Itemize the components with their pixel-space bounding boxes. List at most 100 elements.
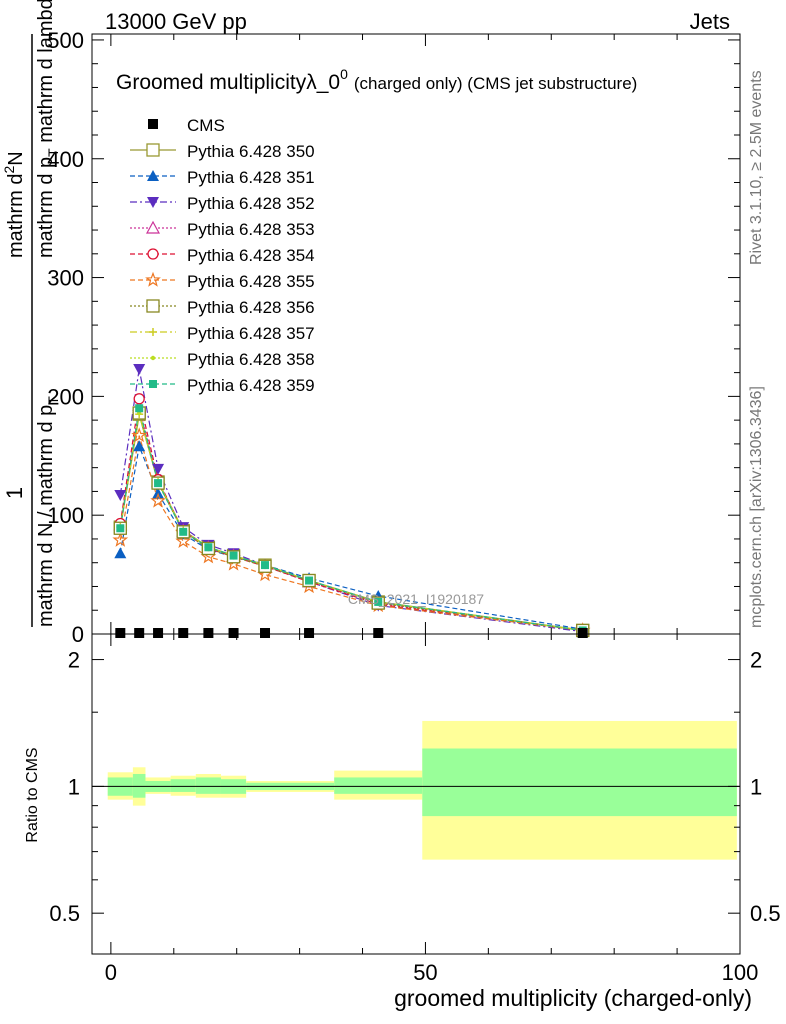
series-line-10 [119, 408, 583, 631]
x-tick-label: 100 [722, 960, 759, 985]
y-label-denominator: mathrm d N / mathrm d pT [35, 396, 61, 627]
legend-label: Pythia 6.428 357 [187, 324, 315, 343]
legend-item-10: Pythia 6.428 359 [130, 376, 315, 395]
legend-label: Pythia 6.428 351 [187, 168, 315, 187]
legend-label: Pythia 6.428 358 [187, 350, 315, 369]
x-tick-label: 50 [413, 960, 437, 985]
main-y-axis-ticks: 0 100 200 300 400 500 [47, 28, 740, 647]
legend-marker [145, 271, 161, 287]
series-3-point [152, 463, 165, 475]
legend-item-9: Pythia 6.428 358 [130, 350, 315, 369]
legend-label: Pythia 6.428 355 [187, 272, 315, 291]
series-6-point [131, 427, 148, 443]
legend-marker [149, 380, 157, 388]
legend-label: Pythia 6.428 356 [187, 298, 315, 317]
main-series-lines [119, 368, 583, 633]
series-line-3 [119, 368, 583, 633]
series-2-point [133, 440, 146, 452]
series-6-point [150, 492, 166, 508]
rivet-side-label: Rivet 3.1.10, ≥ 2.5M events [748, 70, 765, 265]
legend-label: Pythia 6.428 352 [187, 194, 315, 213]
y-label-bottom-rest: mathrm d lambda [35, 0, 57, 148]
y-label-right-sup: 2 [1, 166, 17, 174]
series-10-point [261, 561, 270, 570]
y-label-bottom-sub: T [45, 148, 61, 157]
ratio-y-tick-label-left: 2 [68, 648, 80, 673]
legend-marker [147, 248, 159, 260]
cms-point [203, 628, 214, 638]
y-label-right-text: mathrm d [5, 174, 27, 258]
ratio-uncertainty-bands [107, 720, 737, 860]
legend: CMS Pythia 6.428 350 Pythia 6.428 351 Pythi… [130, 116, 315, 395]
ratio-inner-band [195, 777, 221, 794]
series-10-point [135, 404, 144, 413]
ratio-panel: 0.5 0.5 1 1 2 2 0 50 100 [49, 633, 781, 985]
y-label-denominator-text: mathrm d N / mathrm d p [35, 405, 57, 627]
series-10-point [116, 524, 125, 533]
series-6-point [175, 533, 192, 549]
chart-title-suffix: (charged only) (CMS jet substructure) [354, 74, 637, 93]
legend-cms-label: CMS [187, 116, 225, 135]
chart-title-superscript: 0 [340, 66, 348, 82]
legend-item-1: Pythia 6.428 350 [130, 142, 315, 161]
legend-item-6: Pythia 6.428 355 [130, 271, 315, 291]
ratio-y-tick-label-right: 1 [750, 774, 762, 799]
series-2-point [114, 547, 127, 559]
ratio-axis-ticks: 0.5 0.5 1 1 2 2 0 50 100 [49, 634, 781, 985]
cms-point [153, 628, 164, 638]
legend-marker [147, 197, 159, 208]
series-10-point [179, 527, 188, 536]
legend-marker [150, 355, 156, 361]
y-tick-label: 100 [47, 503, 84, 528]
legend-item-2: Pythia 6.428 351 [130, 168, 315, 187]
series-10-point [204, 543, 213, 552]
legend-label: Pythia 6.428 354 [187, 246, 315, 265]
y-label-bottom-text: mathrm d p [35, 157, 57, 258]
ratio-y-tick-label-left: 0.5 [49, 901, 80, 926]
main-y-axis-label: 1 mathrm d N / mathrm d pT mathrm d2N ma… [1, 0, 61, 627]
cms-point [115, 628, 126, 638]
ratio-y-tick-label-left: 1 [68, 774, 80, 799]
legend-item-4: Pythia 6.428 353 [130, 220, 315, 239]
header-left-label: 13000 GeV pp [105, 9, 247, 34]
y-label-denominator-sub: T [45, 396, 61, 405]
y-tick-label: 300 [47, 266, 84, 291]
series-6-point [112, 531, 129, 547]
legend-marker [146, 299, 160, 313]
x-axis-label: groomed multiplicity (charged-only) [394, 985, 752, 1011]
series-10-point [305, 576, 314, 585]
watermark-label: CMS_2021_I1920187 [348, 591, 484, 607]
series-line-2 [119, 444, 583, 630]
y-label-right: mathrm d2N [1, 151, 27, 258]
legend-label: Pythia 6.428 350 [187, 142, 315, 161]
main-x-axis-ticks [110, 34, 741, 634]
cms-point [373, 628, 384, 638]
y-label-right-rest: N [5, 151, 27, 165]
y-tick-label: 200 [47, 384, 84, 409]
y-label-bottom: mathrm d pT mathrm d lambda [35, 0, 61, 258]
chart-title: Groomed multiplicityλ_00 (charged only) (… [116, 66, 637, 94]
ratio-y-tick-label-right: 2 [750, 648, 762, 673]
legend-label: Pythia 6.428 359 [187, 376, 315, 395]
x-tick-label: 0 [105, 960, 117, 985]
main-panel: CMS_2021_I1920187 0 100 200 300 400 500 [47, 28, 741, 647]
mcplots-side-label: mcplots.cern.ch [arXiv:1306.3436] [748, 386, 765, 628]
legend-marker [146, 143, 160, 157]
ratio-y-axis-label: Ratio to CMS [24, 747, 41, 842]
series-line-6 [119, 435, 583, 631]
series-3-point [133, 364, 146, 376]
cms-reference-points [115, 628, 588, 638]
ratio-inner-band [132, 773, 146, 798]
y-tick-label: 0 [72, 622, 84, 647]
ratio-inner-band [334, 777, 423, 794]
series-10-point [229, 551, 238, 560]
series-3-point [114, 489, 127, 501]
ratio-panel-frame [91, 633, 741, 955]
ratio-inner-band [422, 748, 737, 817]
legend-label: Pythia 6.428 353 [187, 220, 315, 239]
legend-item-5: Pythia 6.428 354 [130, 246, 315, 265]
y-label-numerator: 1 [2, 487, 27, 499]
svg-text:Groomed multiplicityλ_00(charg: Groomed multiplicityλ_00 (charged only) (… [116, 66, 637, 94]
cms-point [577, 628, 588, 638]
